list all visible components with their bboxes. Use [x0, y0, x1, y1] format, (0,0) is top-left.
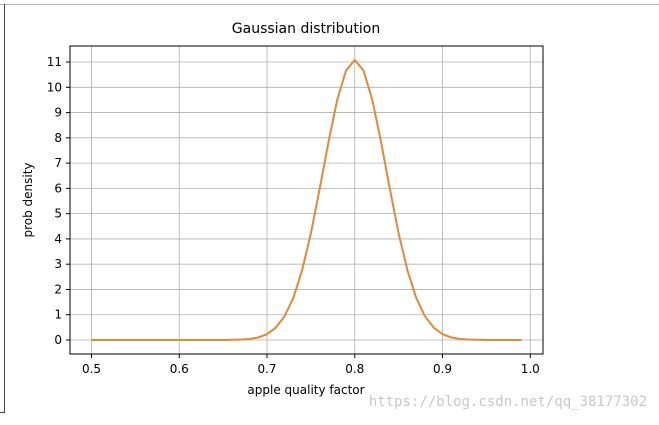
y-tick-label: 3 — [54, 257, 62, 271]
y-tick-label: 10 — [47, 80, 62, 94]
chart-title: Gaussian distribution — [232, 21, 380, 37]
x-tick-label: 0.6 — [170, 362, 189, 376]
x-tick-label: 0.7 — [257, 362, 276, 376]
y-tick-label: 0 — [54, 333, 62, 347]
y-tick-label: 4 — [54, 232, 62, 246]
y-tick-label: 2 — [54, 282, 62, 296]
y-tick-label: 7 — [54, 156, 62, 170]
y-tick-label: 6 — [54, 181, 62, 195]
x-tick-label: 0.8 — [345, 362, 364, 376]
x-axis-label: apple quality factor — [247, 383, 364, 397]
x-tick-label: 0.9 — [433, 362, 452, 376]
y-tick-label: 8 — [54, 131, 62, 145]
y-tick-label: 1 — [54, 308, 62, 322]
y-tick-label: 5 — [54, 207, 62, 221]
x-tick-label: 1.0 — [521, 362, 540, 376]
y-tick-label: 9 — [54, 106, 62, 120]
data-line — [91, 58, 522, 341]
x-tick-label: 0.5 — [82, 362, 101, 376]
plot-frame — [69, 45, 544, 355]
y-tick-label: 11 — [47, 55, 62, 69]
y-axis-label: prob density — [21, 162, 35, 237]
watermark: https://blog.csdn.net/qq_38177302 — [369, 394, 647, 410]
